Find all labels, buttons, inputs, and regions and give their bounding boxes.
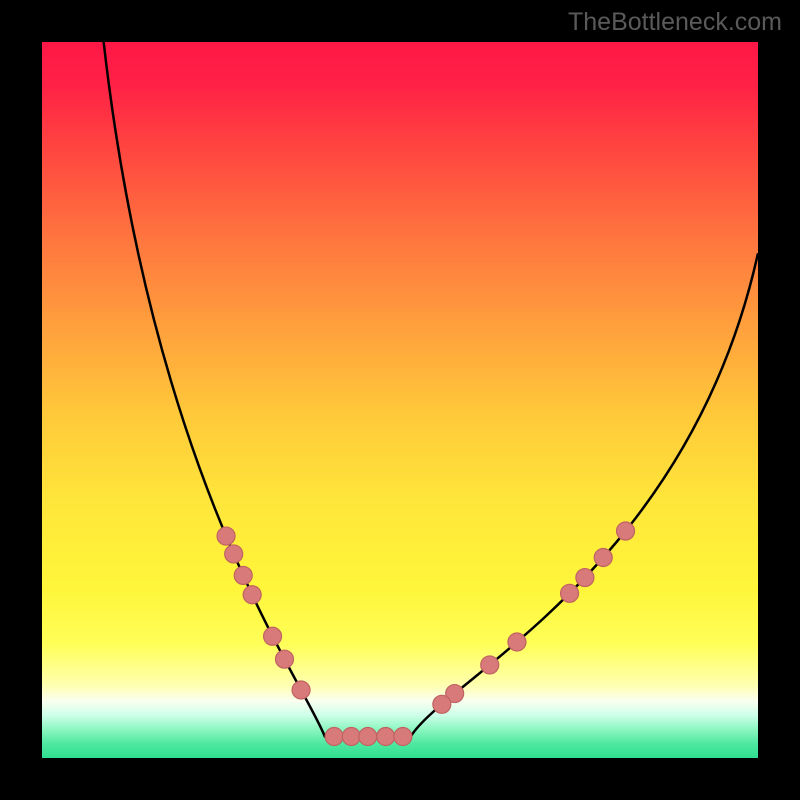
plot-gradient-background bbox=[42, 42, 758, 758]
chart-stage: TheBottleneck.com bbox=[0, 0, 800, 800]
watermark-text: TheBottleneck.com bbox=[568, 8, 782, 37]
